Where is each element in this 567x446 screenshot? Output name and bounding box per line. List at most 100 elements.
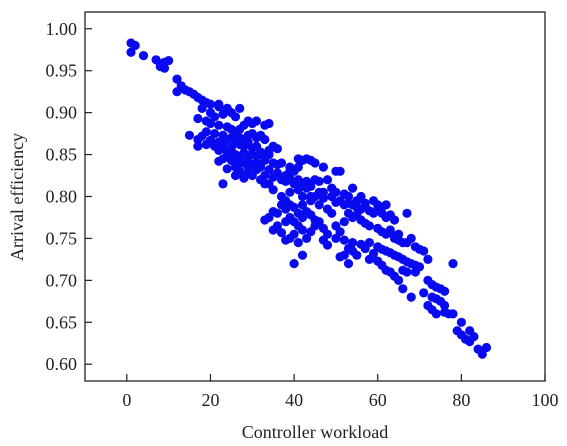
data-point-198 bbox=[281, 235, 291, 245]
data-point-207 bbox=[339, 235, 349, 245]
data-point-285 bbox=[348, 183, 358, 193]
y-tick-label: 0.85 bbox=[46, 145, 78, 165]
data-point-304 bbox=[419, 288, 429, 298]
data-point-238 bbox=[431, 309, 441, 319]
x-axis-title: Controller workload bbox=[242, 422, 388, 442]
data-point-29 bbox=[205, 118, 216, 129]
data-point-254 bbox=[360, 243, 370, 254]
data-point-291 bbox=[272, 144, 282, 154]
data-point-309 bbox=[394, 229, 404, 239]
data-point-279 bbox=[356, 191, 366, 202]
data-point-70 bbox=[222, 147, 232, 157]
data-point-251 bbox=[335, 252, 345, 262]
data-point-271 bbox=[276, 200, 287, 210]
y-axis-title: Arrival efficiency bbox=[7, 133, 27, 261]
data-point-102 bbox=[293, 162, 303, 172]
data-point-67 bbox=[201, 139, 211, 150]
data-point-187 bbox=[260, 215, 270, 225]
data-points bbox=[126, 38, 492, 359]
data-point-126 bbox=[310, 175, 320, 185]
data-point-125 bbox=[318, 162, 328, 172]
data-point-167 bbox=[406, 233, 416, 243]
data-point-134 bbox=[297, 191, 308, 202]
data-point-264 bbox=[318, 235, 328, 245]
data-point-299 bbox=[226, 154, 236, 164]
data-point-128 bbox=[293, 185, 303, 195]
data-point-92 bbox=[222, 164, 232, 174]
data-point-295 bbox=[285, 162, 295, 172]
data-point-61 bbox=[251, 133, 262, 143]
x-tick-label: 60 bbox=[369, 390, 387, 410]
data-point-46 bbox=[193, 134, 203, 145]
data-point-305 bbox=[440, 300, 450, 311]
data-point-289 bbox=[235, 103, 245, 113]
data-point-44 bbox=[184, 130, 195, 140]
data-point-170 bbox=[419, 246, 429, 256]
data-point-158 bbox=[364, 221, 374, 231]
data-point-132 bbox=[268, 185, 278, 195]
data-point-223 bbox=[402, 267, 412, 277]
x-tick-label: 80 bbox=[452, 390, 470, 410]
data-point-190 bbox=[276, 228, 287, 238]
data-point-114 bbox=[218, 179, 228, 189]
data-point-272 bbox=[310, 191, 320, 202]
data-point-301 bbox=[297, 250, 308, 260]
data-point-275 bbox=[331, 187, 341, 197]
data-point-253 bbox=[352, 250, 362, 260]
y-tick-label: 0.95 bbox=[46, 61, 78, 81]
data-point-30 bbox=[214, 120, 224, 130]
data-point-307 bbox=[465, 326, 475, 336]
data-point-302 bbox=[398, 284, 408, 294]
data-point-10 bbox=[172, 74, 182, 84]
data-point-189 bbox=[268, 225, 278, 235]
y-axis-ticks: 0.60 0.65 0.70 0.75 0.80 0.85 0.90 0.95 1.00 bbox=[46, 19, 92, 374]
data-point-38 bbox=[264, 118, 274, 129]
data-point-68 bbox=[193, 141, 203, 151]
data-point-171 bbox=[423, 254, 433, 264]
data-point-308 bbox=[385, 225, 395, 235]
y-tick-label: 0.65 bbox=[46, 312, 78, 332]
data-point-273 bbox=[318, 187, 328, 197]
data-point-3 bbox=[138, 51, 149, 61]
data-point-293 bbox=[260, 154, 270, 164]
data-point-9 bbox=[155, 61, 165, 72]
data-point-129 bbox=[285, 187, 295, 197]
data-point-1 bbox=[130, 40, 140, 51]
y-tick-label: 0.75 bbox=[46, 228, 78, 248]
data-point-69 bbox=[214, 145, 224, 155]
data-point-284 bbox=[381, 200, 391, 210]
data-point-270 bbox=[285, 200, 295, 210]
data-point-12 bbox=[172, 87, 182, 97]
data-point-229 bbox=[440, 286, 450, 296]
x-tick-label: 100 bbox=[532, 390, 559, 410]
data-point-303 bbox=[406, 292, 416, 302]
data-point-122 bbox=[322, 175, 333, 185]
data-point-206 bbox=[331, 233, 341, 243]
data-point-252 bbox=[343, 259, 354, 269]
data-point-62 bbox=[239, 134, 249, 145]
data-point-81 bbox=[214, 156, 224, 166]
y-tick-label: 0.80 bbox=[46, 187, 78, 207]
data-point-57 bbox=[226, 133, 236, 143]
data-point-107 bbox=[293, 154, 303, 164]
y-tick-label: 0.60 bbox=[46, 354, 78, 374]
data-point-77 bbox=[251, 151, 262, 161]
data-point-195 bbox=[297, 225, 308, 235]
data-point-306 bbox=[456, 317, 466, 327]
data-point-63 bbox=[260, 134, 270, 145]
data-point-109 bbox=[272, 168, 282, 178]
data-point-19 bbox=[205, 99, 216, 109]
data-point-173 bbox=[343, 208, 354, 218]
data-point-224 bbox=[410, 267, 420, 277]
x-tick-label: 40 bbox=[285, 390, 303, 410]
data-point-256 bbox=[364, 254, 374, 264]
data-point-294 bbox=[276, 158, 287, 168]
data-point-297 bbox=[243, 162, 253, 172]
data-point-42 bbox=[210, 129, 220, 139]
data-point-154 bbox=[402, 208, 412, 218]
data-point-269 bbox=[293, 208, 303, 218]
data-point-280 bbox=[360, 198, 370, 208]
x-tick-label: 20 bbox=[201, 390, 219, 410]
data-point-127 bbox=[302, 183, 312, 193]
